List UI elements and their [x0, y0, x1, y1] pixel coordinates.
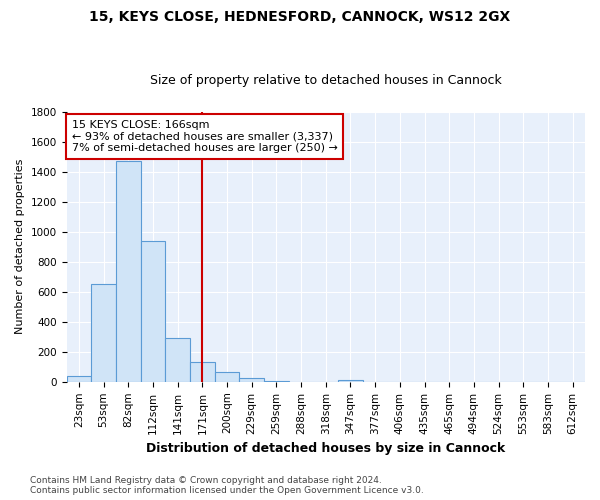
Text: 15, KEYS CLOSE, HEDNESFORD, CANNOCK, WS12 2GX: 15, KEYS CLOSE, HEDNESFORD, CANNOCK, WS1…: [89, 10, 511, 24]
Title: Size of property relative to detached houses in Cannock: Size of property relative to detached ho…: [150, 74, 502, 87]
Bar: [116, 162, 140, 382]
Text: 15 KEYS CLOSE: 166sqm
← 93% of detached houses are smaller (3,337)
7% of semi-de: 15 KEYS CLOSE: 166sqm ← 93% of detached …: [72, 120, 338, 153]
Text: Contains HM Land Registry data © Crown copyright and database right 2024.
Contai: Contains HM Land Registry data © Crown c…: [30, 476, 424, 495]
Bar: [264, 380, 289, 382]
Bar: [239, 378, 264, 382]
X-axis label: Distribution of detached houses by size in Cannock: Distribution of detached houses by size …: [146, 442, 505, 455]
Bar: [165, 338, 190, 382]
Bar: [140, 241, 165, 382]
Bar: [338, 380, 363, 382]
Bar: [215, 372, 239, 382]
Bar: [67, 376, 91, 382]
Bar: [91, 284, 116, 382]
Bar: [190, 362, 215, 382]
Y-axis label: Number of detached properties: Number of detached properties: [15, 159, 25, 334]
